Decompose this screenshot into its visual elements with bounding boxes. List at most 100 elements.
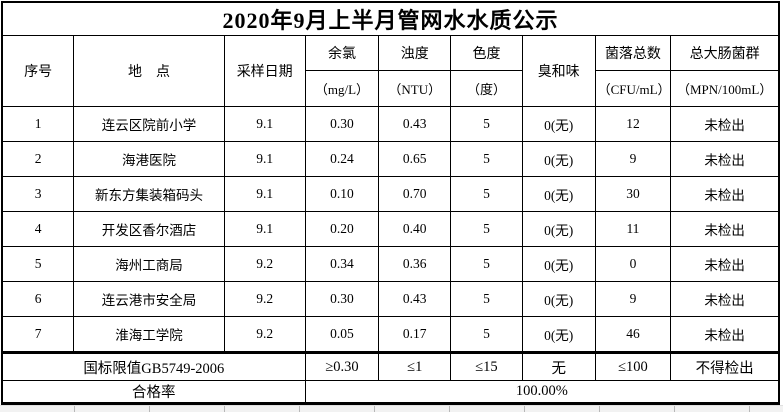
cell-sample-date: 9.1 <box>223 211 306 247</box>
col-header-index: 序号 <box>1 35 75 107</box>
cell-colony-count: 9 <box>594 141 672 177</box>
water-quality-table: 2020年9月上半月管网水水质公示 序号 地 点 采样日期 余氯 浊度 色度 臭… <box>1 1 780 405</box>
cell-residual-chlorine: 0.10 <box>304 176 380 212</box>
limit-color: ≤15 <box>450 351 523 381</box>
cell-odor-taste: 0(无) <box>521 141 596 177</box>
col-header-odor-taste: 臭和味 <box>521 35 596 107</box>
cell-color: 5 <box>450 316 523 353</box>
national-standard-limit-row: 国标限值GB5749-2006 ≥0.30 ≤1 ≤15 无 ≤100 不得检出 <box>1 351 780 381</box>
cell-turbidity: 0.65 <box>378 141 452 177</box>
cell-location: 淮海工学院 <box>73 316 225 353</box>
pass-rate-value: 100.00% <box>304 380 780 404</box>
pass-rate-label: 合格率 <box>1 380 306 404</box>
limit-odor-taste: 无 <box>521 351 596 381</box>
col-header-sample-date: 采样日期 <box>223 35 306 107</box>
cell-sample-date: 9.2 <box>223 281 306 317</box>
cell-turbidity: 0.36 <box>378 246 452 282</box>
unit-residual-chlorine: （mg/L） <box>304 70 380 107</box>
cell-turbidity: 0.40 <box>378 211 452 247</box>
limit-coliform: 不得检出 <box>670 351 780 381</box>
cell-color: 5 <box>450 281 523 317</box>
cell-residual-chlorine: 0.30 <box>304 106 380 142</box>
cell-odor-taste: 0(无) <box>521 246 596 282</box>
cell-color: 5 <box>450 176 523 212</box>
cell-residual-chlorine: 0.30 <box>304 281 380 317</box>
cell-coliform: 未检出 <box>670 211 780 247</box>
col-header-colony-count: 菌落总数 <box>594 35 672 71</box>
cell-residual-chlorine: 0.24 <box>304 141 380 177</box>
cell-sample-date: 9.1 <box>223 176 306 212</box>
col-header-color: 色度 <box>450 35 523 71</box>
cell-coliform: 未检出 <box>670 176 780 212</box>
table-row: 6 连云港市安全局 9.2 0.30 0.43 5 0(无) 9 未检出 <box>1 281 780 317</box>
cell-odor-taste: 0(无) <box>521 281 596 317</box>
cell-coliform: 未检出 <box>670 106 780 142</box>
cell-odor-taste: 0(无) <box>521 106 596 142</box>
pass-rate-row: 合格率 100.00% <box>1 380 780 404</box>
cell-turbidity: 0.17 <box>378 316 452 353</box>
cell-odor-taste: 0(无) <box>521 211 596 247</box>
cell-index: 6 <box>1 281 75 317</box>
table-row: 2 海港医院 9.1 0.24 0.65 5 0(无) 9 未检出 <box>1 141 780 177</box>
cell-location: 连云港市安全局 <box>73 281 225 317</box>
header-row-units: （mg/L） （NTU） （度） （CFU/mL） （MPN/100mL） <box>2 70 780 107</box>
cell-sample-date: 9.2 <box>223 246 306 282</box>
cell-turbidity: 0.43 <box>378 281 452 317</box>
table-row: 7 淮海工学院 9.2 0.05 0.17 5 0(无) 46 未检出 <box>1 316 780 353</box>
cell-sample-date: 9.1 <box>223 106 306 142</box>
unit-color: （度） <box>450 70 523 107</box>
cell-index: 1 <box>1 106 75 142</box>
col-header-coliform: 总大肠菌群 <box>670 35 780 71</box>
cell-location: 海港医院 <box>73 141 225 177</box>
cell-turbidity: 0.70 <box>378 176 452 212</box>
cell-odor-taste: 0(无) <box>521 176 596 212</box>
cell-colony-count: 12 <box>594 106 672 142</box>
unit-turbidity: （NTU） <box>378 70 452 107</box>
cell-index: 4 <box>1 211 75 247</box>
unit-coliform: （MPN/100mL） <box>670 70 780 107</box>
cell-colony-count: 11 <box>594 211 672 247</box>
page-title: 2020年9月上半月管网水水质公示 <box>1 1 780 36</box>
table-row: 3 新东方集装箱码头 9.1 0.10 0.70 5 0(无) 30 未检出 <box>1 176 780 212</box>
table-row: 5 海州工商局 9.2 0.34 0.36 5 0(无) 0 未检出 <box>1 246 780 282</box>
cell-colony-count: 30 <box>594 176 672 212</box>
cell-residual-chlorine: 0.05 <box>304 316 380 353</box>
col-header-turbidity: 浊度 <box>378 35 452 71</box>
cell-color: 5 <box>450 246 523 282</box>
col-header-location: 地 点 <box>73 35 225 107</box>
table-row: 4 开发区香尔酒店 9.1 0.20 0.40 5 0(无) 11 未检出 <box>1 211 780 247</box>
cell-odor-taste: 0(无) <box>521 316 596 353</box>
table-row: 1 连云区院前小学 9.1 0.30 0.43 5 0(无) 12 未检出 <box>1 106 780 142</box>
col-header-residual-chlorine: 余氯 <box>304 35 380 71</box>
unit-colony-count: （CFU/mL） <box>594 70 672 107</box>
cell-colony-count: 46 <box>594 316 672 353</box>
cell-colony-count: 0 <box>594 246 672 282</box>
cell-coliform: 未检出 <box>670 281 780 317</box>
title-row: 2020年9月上半月管网水水质公示 <box>1 1 780 36</box>
cell-index: 2 <box>1 141 75 177</box>
limit-residual-chlorine: ≥0.30 <box>304 351 380 381</box>
cell-location: 开发区香尔酒店 <box>73 211 225 247</box>
cell-turbidity: 0.43 <box>378 106 452 142</box>
cell-color: 5 <box>450 211 523 247</box>
cell-color: 5 <box>450 141 523 177</box>
cell-residual-chlorine: 0.34 <box>304 246 380 282</box>
limit-colony-count: ≤100 <box>594 351 672 381</box>
spreadsheet-grid-strip <box>0 405 783 412</box>
cell-color: 5 <box>450 106 523 142</box>
cell-coliform: 未检出 <box>670 246 780 282</box>
cell-coliform: 未检出 <box>670 316 780 353</box>
limit-turbidity: ≤1 <box>378 351 452 381</box>
cell-index: 5 <box>1 246 75 282</box>
cell-sample-date: 9.1 <box>223 141 306 177</box>
limit-row-label: 国标限值GB5749-2006 <box>1 351 306 381</box>
cell-colony-count: 9 <box>594 281 672 317</box>
cell-index: 7 <box>1 316 75 353</box>
cell-sample-date: 9.2 <box>223 316 306 353</box>
header-row-labels: 序号 地 点 采样日期 余氯 浊度 色度 臭和味 菌落总数 总大肠菌群 <box>1 35 780 107</box>
cell-location: 海州工商局 <box>73 246 225 282</box>
cell-index: 3 <box>1 176 75 212</box>
cell-residual-chlorine: 0.20 <box>304 211 380 247</box>
cell-location: 新东方集装箱码头 <box>73 176 225 212</box>
